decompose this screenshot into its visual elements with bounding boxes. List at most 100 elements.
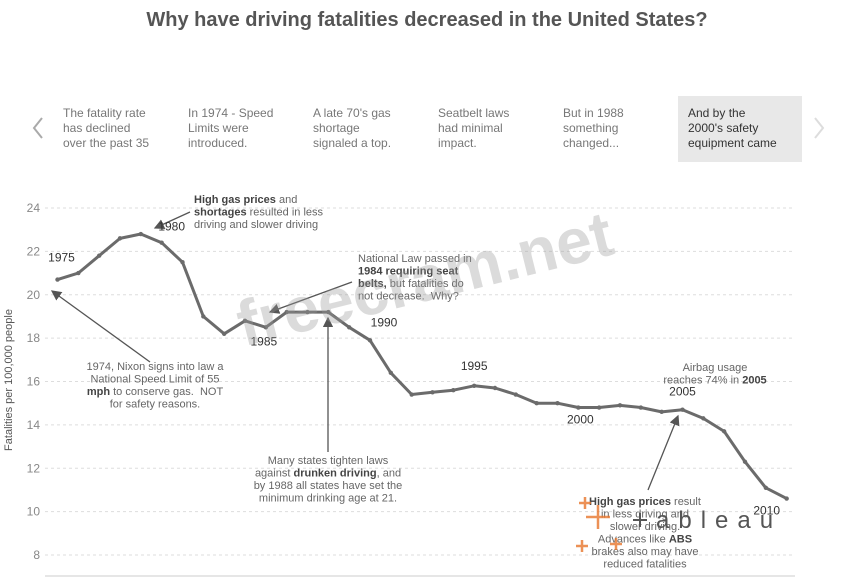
annotation-text: 1974, Nixon signs into law a xyxy=(87,361,225,373)
story-point-text[interactable]: signaled a top. xyxy=(313,136,391,150)
data-point xyxy=(596,405,602,410)
story-point-text[interactable]: The fatality rate xyxy=(63,106,146,120)
story-title: Why have driving fatalities decreased in… xyxy=(146,9,707,31)
year-label: 2005 xyxy=(669,385,696,399)
y-axis-title: Fatalities per 100,000 people xyxy=(3,309,15,451)
annotation-line: mph to conserve gas. NOT xyxy=(87,386,224,398)
data-point xyxy=(471,383,477,389)
story-point-text[interactable]: something xyxy=(563,121,618,135)
story-point-text[interactable]: changed... xyxy=(563,136,619,150)
annotation-text: drunken driving xyxy=(293,468,376,480)
annotation-text: National Speed Limit of 55 xyxy=(90,374,219,386)
data-point xyxy=(180,260,185,265)
story-point-text[interactable]: 2000's safety xyxy=(688,121,758,135)
annotation-line: High gas prices and xyxy=(194,194,297,206)
annotation-line: Airbag usage xyxy=(683,362,748,374)
annotation-line: not decrease. Why? xyxy=(358,291,459,303)
annotation-line: shortages resulted in less xyxy=(194,207,324,219)
story-point[interactable]: But in 1988somethingchanged... xyxy=(563,106,624,150)
annotation-text: Airbag usage xyxy=(683,362,748,374)
year-label: 1990 xyxy=(371,315,398,329)
year-label: 1975 xyxy=(48,251,75,265)
annotation-line: brakes also may have xyxy=(592,546,699,558)
annotation-text: to conserve gas. NOT xyxy=(110,386,223,398)
annotation-text: for safety reasons. xyxy=(110,399,201,411)
story-point-selected[interactable] xyxy=(678,96,802,162)
data-point xyxy=(305,309,310,315)
y-tick-label: 12 xyxy=(27,461,41,475)
y-tick-label: 22 xyxy=(27,244,41,258)
story-point-text[interactable]: And by the xyxy=(688,106,746,120)
annotation-text: High gas prices xyxy=(589,496,671,508)
prev-arrow[interactable] xyxy=(32,117,43,139)
annotation-line: minimum drinking age at 21. xyxy=(259,493,397,505)
data-point xyxy=(576,405,581,410)
arrow xyxy=(268,281,353,314)
story-point-text[interactable]: had minimal xyxy=(438,121,503,135)
year-label: 2000 xyxy=(567,413,594,427)
y-tick-label: 18 xyxy=(27,331,41,345)
annotation-line: 1974, Nixon signs into law a xyxy=(87,361,225,373)
annotation-text: , and xyxy=(377,468,401,480)
year-label: 1980 xyxy=(158,220,185,234)
annotation-line: for safety reasons. xyxy=(110,399,201,411)
annotation-text: reaches 74% in xyxy=(663,375,742,387)
data-point xyxy=(76,270,81,276)
data-point xyxy=(701,416,706,421)
data-point xyxy=(201,314,206,319)
annotation-text: minimum drinking age at 21. xyxy=(259,493,397,505)
annotation-line: reaches 74% in 2005 xyxy=(663,375,766,387)
story-point-text[interactable]: But in 1988 xyxy=(563,106,624,120)
data-point xyxy=(638,405,644,410)
tableau-logo: ableau xyxy=(576,497,773,552)
annotation-text: mph xyxy=(87,386,111,398)
next-arrow[interactable] xyxy=(814,117,825,139)
story-point-text[interactable]: A late 70's gas xyxy=(313,106,391,120)
annotation-text: brakes also may have xyxy=(592,546,699,558)
data-point xyxy=(138,231,144,237)
series-line xyxy=(57,232,788,500)
logo-mark xyxy=(576,497,622,552)
annotation-line: by 1988 all states have set the xyxy=(254,480,403,492)
story-point-text[interactable]: Limits were xyxy=(188,121,249,135)
data-point xyxy=(721,429,727,434)
logo-t xyxy=(633,513,647,527)
annotation-line: against drunken driving, and xyxy=(255,468,401,480)
data-point xyxy=(221,331,227,336)
story-point-text[interactable]: impact. xyxy=(438,136,477,150)
annotation-arrows xyxy=(50,211,680,491)
story-point-text[interactable]: Seatbelt laws xyxy=(438,106,509,120)
annotation-text: reduced fatalities xyxy=(603,559,687,571)
annotation-line: belts, but fatalities do xyxy=(358,278,464,290)
annotation-line: slower driving. xyxy=(610,521,680,533)
story-point-text[interactable]: introduced. xyxy=(188,136,247,150)
data-point xyxy=(55,277,60,282)
data-point xyxy=(659,409,664,415)
year-label: 2010 xyxy=(753,504,780,518)
story-point-text[interactable]: has declined xyxy=(63,121,130,135)
arrow xyxy=(153,211,191,229)
annotation-line: driving and slower driving xyxy=(194,219,318,231)
y-tick-label: 20 xyxy=(27,288,41,302)
y-tick-label: 16 xyxy=(27,375,41,389)
story-point-text[interactable]: In 1974 - Speed xyxy=(188,106,273,120)
data-point xyxy=(346,325,352,330)
annotation-text: belts, xyxy=(358,278,387,290)
y-tick-label: 24 xyxy=(27,201,41,215)
plot: 1975 1980 1985 1990 1995 2000 2005 2010 High gas… xyxy=(48,194,789,571)
annotation-text: shortages xyxy=(194,207,247,219)
story-point-text[interactable]: equipment came xyxy=(688,136,777,150)
story-point-text[interactable]: over the past 35 xyxy=(63,136,149,150)
story-point-text[interactable]: shortage xyxy=(313,121,360,135)
data-point xyxy=(451,387,456,393)
annotation-line: Many states tighten laws xyxy=(268,455,389,467)
y-tick-label: 10 xyxy=(27,505,41,519)
annotation-text: slower driving. xyxy=(610,521,680,533)
